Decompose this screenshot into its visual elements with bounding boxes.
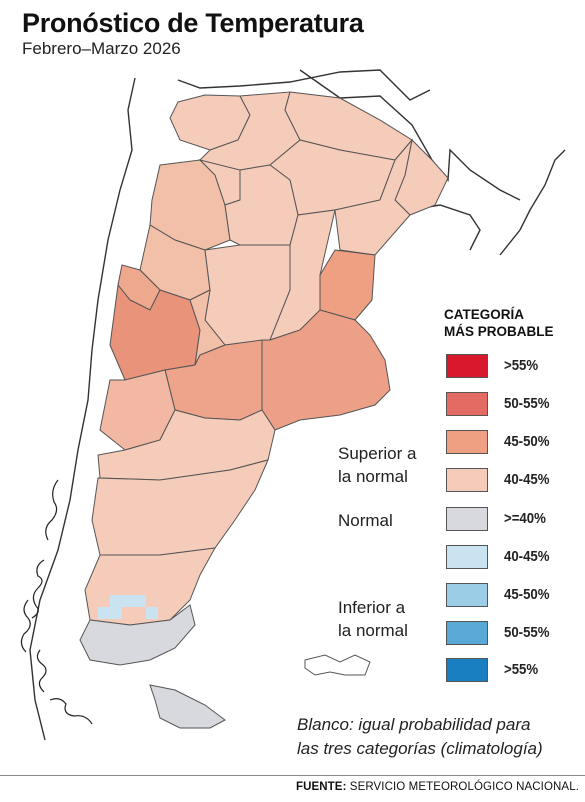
source-text: SERVICIO METEOROLÓGICO NACIONAL. (349, 781, 579, 793)
legend-label: >55% (504, 661, 539, 678)
province-chubut (91, 459, 269, 556)
province-corrientes (334, 138, 413, 256)
province-tierra-del-fuego (149, 684, 226, 729)
legend-group-inferior: Inferior a la normal (338, 596, 408, 642)
legend-group-inferior-line1: Inferior a (338, 598, 406, 617)
legend-swatch (446, 658, 488, 682)
legend-label: >=40% (504, 510, 546, 527)
legend-group-superior-line2: la normal (338, 467, 408, 486)
uruguay-coast-line (409, 204, 481, 251)
legend-label: >55% (504, 357, 539, 374)
legend-group-inferior-line2: la normal (338, 621, 408, 640)
legend-label: 40-45% (504, 548, 550, 565)
legend-swatch (446, 507, 488, 531)
region-inferior-patch (98, 595, 158, 619)
legend-swatch (446, 583, 488, 607)
chile-border-line (29, 77, 136, 741)
argentina-provinces (79, 91, 449, 729)
map-subtitle: Febrero–Marzo 2026 (22, 39, 181, 58)
paraguay-border-line (299, 69, 433, 161)
legend-group-normal: Normal (338, 511, 393, 530)
region-normal-south (79, 604, 196, 666)
source-label: FUENTE: (295, 781, 347, 793)
brazil-coast-line (499, 149, 566, 256)
map-title: Pronóstico de Temperatura (22, 8, 364, 38)
legend-swatch (446, 468, 488, 492)
legend-swatch (446, 430, 488, 454)
legend-label: 50-55% (504, 624, 550, 641)
legend-label: 45-50% (504, 586, 550, 603)
legend-title: CATEGORÍA MÁS PROBABLE (444, 306, 554, 340)
legend-group-superior-line1: Superior a (338, 444, 417, 463)
legend-swatch (446, 354, 488, 378)
source-divider (0, 775, 585, 776)
legend-label: 45-50% (504, 433, 550, 450)
legend-label: 50-55% (504, 395, 550, 412)
legend-swatch (446, 392, 488, 416)
legend-label: 40-45% (504, 471, 550, 488)
chile-coast-islands (20, 479, 93, 725)
province-entre-rios (319, 249, 376, 321)
neighbor-borders (29, 69, 566, 741)
legend-title-line2: MÁS PROBABLE (444, 324, 554, 339)
legend-group-superior: Superior a la normal (338, 442, 416, 488)
legend-title-line1: CATEGORÍA (444, 307, 524, 322)
legend-swatch (446, 621, 488, 645)
source-credit: FUENTE: SERVICIO METEOROLÓGICO NACIONAL. (296, 781, 579, 793)
legend-swatch (446, 545, 488, 569)
map-note-line1: Blanco: igual probabilidad para (297, 715, 531, 734)
islas-malvinas (304, 654, 371, 676)
province-mendoza (109, 283, 201, 381)
map-note-line2: las tres categorías (climatología) (297, 739, 543, 758)
bolivia-border-line (177, 69, 431, 101)
map-note: Blanco: igual probabilidad para las tres… (297, 713, 543, 761)
